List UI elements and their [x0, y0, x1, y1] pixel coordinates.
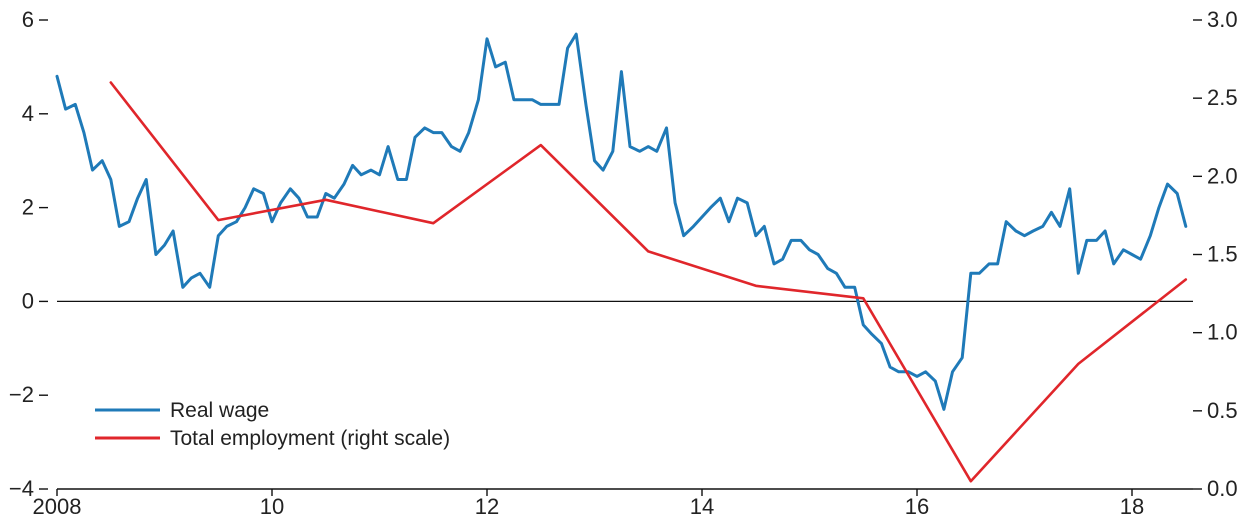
- series-layer: [55, 32, 1188, 483]
- right-y-tick-label: 2.0: [1207, 163, 1238, 188]
- x-tick-label: 18: [1120, 494, 1144, 519]
- right-y-tick-label: 0.5: [1207, 398, 1238, 423]
- left-y-tick-label: −4: [9, 476, 34, 501]
- x-tick-label: 10: [260, 494, 284, 519]
- series-line-real-wage: [55, 32, 1188, 411]
- x-tick-label: 2008: [33, 494, 82, 519]
- x-tick-label: 14: [690, 494, 714, 519]
- left-y-tick-label: 6: [22, 7, 34, 32]
- right-y-tick-label: 3.0: [1207, 7, 1238, 32]
- legend-label-total-employment: Total employment (right scale): [170, 427, 450, 450]
- left-y-tick-label: −2: [9, 382, 34, 407]
- right-y-tick-label: 2.5: [1207, 85, 1238, 110]
- x-tick-label: 12: [475, 494, 499, 519]
- left-y-tick-label: 0: [22, 288, 34, 313]
- right-y-tick-label: 1.0: [1207, 320, 1238, 345]
- right-y-tick-label: 1.5: [1207, 242, 1238, 267]
- left-y-tick-label: 2: [22, 195, 34, 220]
- left-y-tick-label: 4: [22, 101, 34, 126]
- axes: 2008 10 12 14 16 18 −4 −2 0 2 4 6 0.0 0.5 1.0 1.5 2.0 2.5…: [9, 7, 1238, 519]
- x-tick-label: 16: [905, 494, 929, 519]
- legend: Real wage Total employment (right scale): [95, 399, 450, 450]
- series-line-total-employment: [109, 81, 1188, 483]
- right-y-tick-label: 0.0: [1207, 476, 1238, 501]
- legend-label-real-wage: Real wage: [170, 399, 269, 422]
